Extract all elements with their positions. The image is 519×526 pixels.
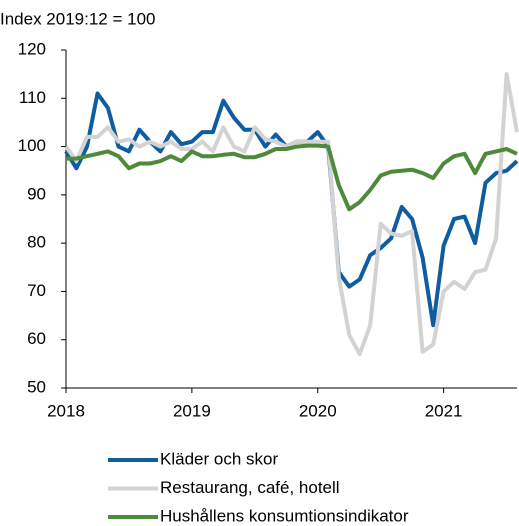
x-tick-label: 2018 [47, 401, 85, 420]
x-tick-label: 2019 [173, 401, 211, 420]
y-tick-label: 90 [27, 184, 46, 203]
x-tick-label: 2021 [425, 401, 463, 420]
legend-label: Kläder och skor [160, 449, 278, 468]
y-tick-label: 100 [18, 136, 46, 155]
y-tick-label: 70 [27, 281, 46, 300]
y-tick-label: 50 [27, 377, 46, 396]
series-line [64, 72, 519, 357]
legend-label: Restaurang, café, hotell [160, 478, 340, 497]
series-line [64, 91, 519, 328]
y-tick-label: 60 [27, 329, 46, 348]
y-tick-label: 120 [18, 39, 46, 58]
series-line [66, 143, 518, 212]
chart-subtitle: Index 2019:12 = 100 [0, 9, 156, 28]
x-tick-label: 2020 [299, 401, 337, 420]
y-tick-label: 110 [19, 88, 46, 107]
legend-label: Hushållens konsumtionsindikator [160, 506, 409, 525]
y-tick-label: 80 [27, 233, 46, 252]
